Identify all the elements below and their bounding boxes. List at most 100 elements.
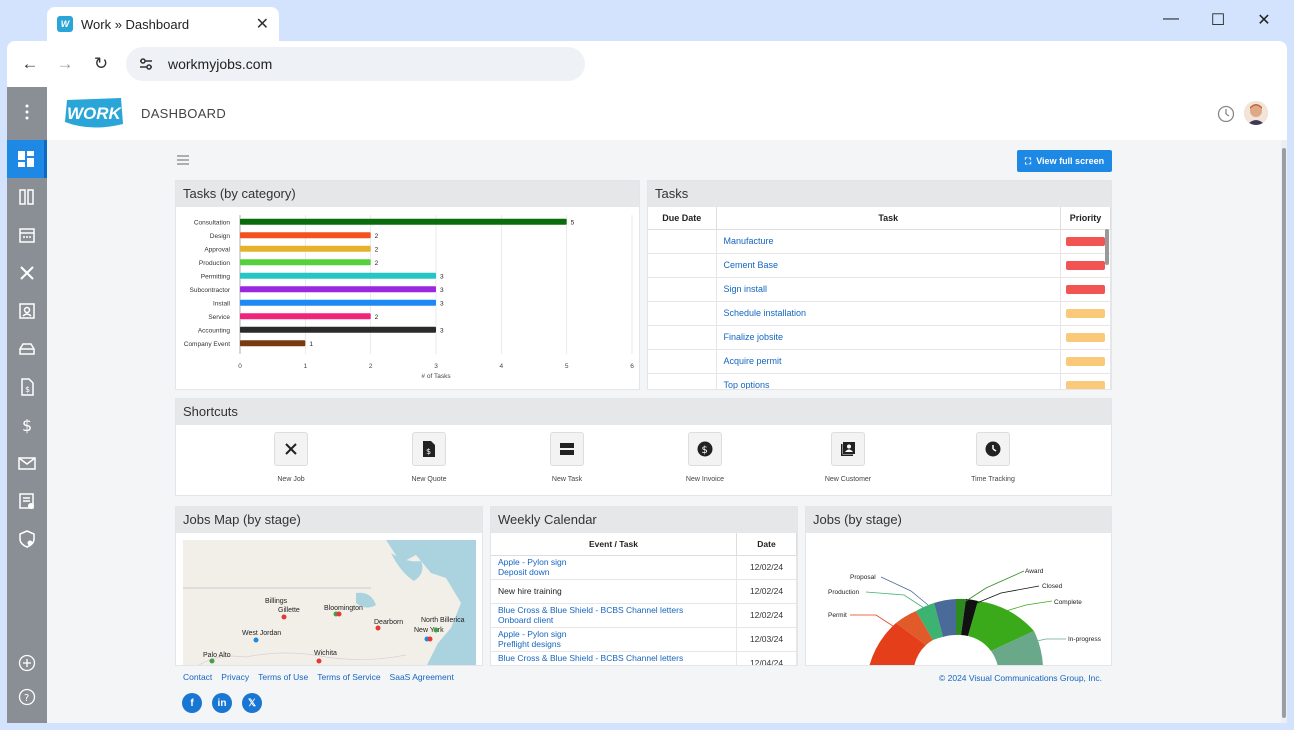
footer-link-terms-of-service[interactable]: Terms of Service (317, 672, 381, 682)
table-row[interactable]: Manufacture (648, 229, 1111, 254)
production-segment[interactable] (896, 611, 933, 645)
table-row[interactable]: Schedule installation (648, 301, 1111, 326)
new-task-shortcut[interactable]: New Task (527, 432, 607, 483)
address-bar[interactable]: workmyjobs.com (126, 47, 585, 81)
linkedin-icon[interactable]: in (212, 693, 232, 713)
map-marker[interactable] (253, 637, 259, 643)
sidebar-item-contacts[interactable] (7, 292, 47, 330)
facebook-icon[interactable]: f (182, 693, 202, 713)
sidebar-item-invoices[interactable]: $ (7, 406, 47, 444)
closed-segment[interactable] (961, 599, 978, 636)
column-header[interactable]: Date (736, 533, 797, 556)
more-menu-icon[interactable] (7, 93, 47, 131)
column-header[interactable]: Event / Task (491, 533, 737, 556)
map-marker[interactable] (375, 625, 381, 631)
in-progress-segment[interactable] (991, 631, 1043, 666)
proposal-segment-2[interactable] (934, 599, 956, 637)
table-scrollbar[interactable] (1105, 229, 1109, 265)
browser-tab[interactable]: W Work » Dashboard ✕ (47, 7, 279, 41)
bar[interactable] (240, 259, 371, 266)
sidebar-item-calendar[interactable] (7, 216, 47, 254)
back-arrow-icon[interactable]: ← (21, 54, 39, 73)
column-header[interactable]: Task (716, 207, 1061, 230)
sidebar-item-mail[interactable] (7, 444, 47, 482)
map-marker[interactable] (336, 611, 342, 617)
task-link[interactable]: Cement Base (716, 253, 1061, 278)
bar[interactable] (240, 313, 371, 320)
new-job-shortcut[interactable]: New Job (251, 432, 331, 483)
column-header[interactable]: Due Date (648, 207, 717, 230)
history-clock-icon[interactable] (1217, 105, 1235, 123)
proposal-segment[interactable] (916, 603, 943, 640)
task-link[interactable]: Finalize jobsite (716, 325, 1061, 350)
complete-segment[interactable] (968, 601, 1034, 651)
tab-close-icon[interactable]: ✕ (255, 16, 269, 33)
sidebar-item-security[interactable] (7, 520, 47, 558)
bar[interactable] (240, 218, 567, 225)
sidebar-item-reports[interactable] (7, 482, 47, 520)
new-quote-shortcut[interactable]: $ New Quote (389, 432, 469, 483)
bar[interactable] (240, 245, 371, 252)
table-row[interactable]: New hire training 12/02/24 (491, 579, 797, 604)
map-marker[interactable] (209, 658, 215, 664)
map-marker[interactable] (427, 636, 433, 642)
task-link[interactable]: Acquire permit (716, 349, 1061, 374)
maximize-icon[interactable]: ☐ (1210, 12, 1226, 29)
window-close-icon[interactable]: ✕ (1257, 12, 1271, 29)
table-row[interactable]: Top options (648, 373, 1111, 389)
bar[interactable] (240, 340, 306, 347)
table-row[interactable]: Cement Base (648, 253, 1111, 278)
work-logo[interactable]: WORK (61, 96, 125, 130)
avatar[interactable] (1244, 101, 1268, 125)
table-row[interactable]: Apple - Pylon sign Preflight designs 12/03… (491, 627, 797, 652)
event-cell[interactable]: Apple - Pylon sign Preflight designs (491, 627, 737, 652)
task-link[interactable]: Schedule installation (716, 301, 1061, 326)
table-row[interactable]: Finalize jobsite (648, 325, 1111, 350)
table-row[interactable]: Sign install (648, 277, 1111, 302)
forward-arrow-icon[interactable]: → (56, 54, 74, 73)
map-marker[interactable] (316, 658, 322, 664)
award-segment[interactable] (956, 598, 966, 635)
bar[interactable] (240, 286, 436, 293)
new-customer-shortcut[interactable]: New Customer (808, 432, 888, 483)
table-row[interactable]: Blue Cross & Blue Shield - BCBS Channel … (491, 651, 797, 665)
site-settings-icon[interactable] (138, 56, 154, 72)
reload-icon[interactable]: ↻ (93, 54, 109, 73)
view-full-screen-button[interactable]: ⛶ View full screen (1017, 150, 1112, 172)
hamburger-menu-icon[interactable] (176, 154, 190, 166)
footer-link-saas-agreement[interactable]: SaaS Agreement (389, 672, 454, 682)
x-icon[interactable]: 𝕏 (242, 693, 262, 713)
bar[interactable] (240, 232, 371, 239)
bar[interactable] (240, 272, 436, 279)
new-invoice-shortcut[interactable]: $ New Invoice (665, 432, 745, 483)
column-header[interactable]: Priority (1060, 207, 1111, 230)
footer-link-terms-of-use[interactable]: Terms of Use (258, 672, 309, 682)
sidebar-item-dashboard[interactable] (7, 140, 47, 178)
table-row[interactable]: Acquire permit (648, 349, 1111, 374)
task-link[interactable]: Manufacture (716, 229, 1061, 254)
task-link[interactable]: Top options (716, 373, 1061, 389)
table-row[interactable]: Apple - Pylon sign Deposit down 12/02/24 (491, 555, 797, 580)
time-tracking-shortcut[interactable]: Time Tracking (953, 432, 1033, 483)
task-link[interactable]: Sign install (716, 277, 1061, 302)
footer-link-privacy[interactable]: Privacy (221, 672, 250, 682)
event-cell[interactable]: Blue Cross & Blue Shield - BCBS Channel … (491, 651, 737, 665)
page-scrollbar[interactable] (1281, 140, 1287, 723)
bar[interactable] (240, 326, 436, 333)
help-icon[interactable]: ? (7, 678, 47, 716)
map-marker[interactable] (281, 614, 287, 620)
footer-link-contact[interactable]: Contact (183, 672, 213, 682)
sidebar-item-jobs[interactable] (7, 254, 47, 292)
minimize-icon[interactable]: — (1163, 10, 1179, 27)
event-cell[interactable]: Blue Cross & Blue Shield - BCBS Channel … (491, 603, 737, 628)
jobs-map[interactable]: Billings Gillette Bloomington Dearborn N… (176, 533, 483, 666)
sidebar-item-board[interactable] (7, 178, 47, 216)
table-row[interactable]: Blue Cross & Blue Shield - BCBS Channel … (491, 603, 797, 628)
permit-segment[interactable] (869, 623, 926, 666)
sidebar-item-inventory[interactable] (7, 330, 47, 368)
bar[interactable] (240, 299, 436, 306)
map-marker[interactable] (433, 627, 439, 633)
add-icon[interactable] (7, 644, 47, 682)
sidebar-item-quotes[interactable]: $ (7, 368, 47, 406)
event-cell[interactable]: Apple - Pylon sign Deposit down (491, 555, 737, 580)
